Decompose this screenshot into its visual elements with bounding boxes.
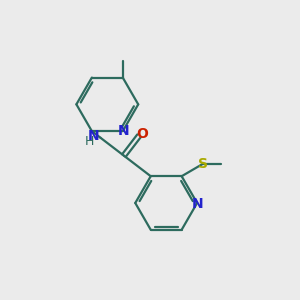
Text: N: N	[192, 196, 203, 211]
Text: N: N	[118, 124, 129, 137]
Text: O: O	[136, 127, 148, 141]
Text: H: H	[85, 135, 94, 148]
Text: N: N	[88, 129, 100, 143]
Text: S: S	[198, 157, 208, 171]
